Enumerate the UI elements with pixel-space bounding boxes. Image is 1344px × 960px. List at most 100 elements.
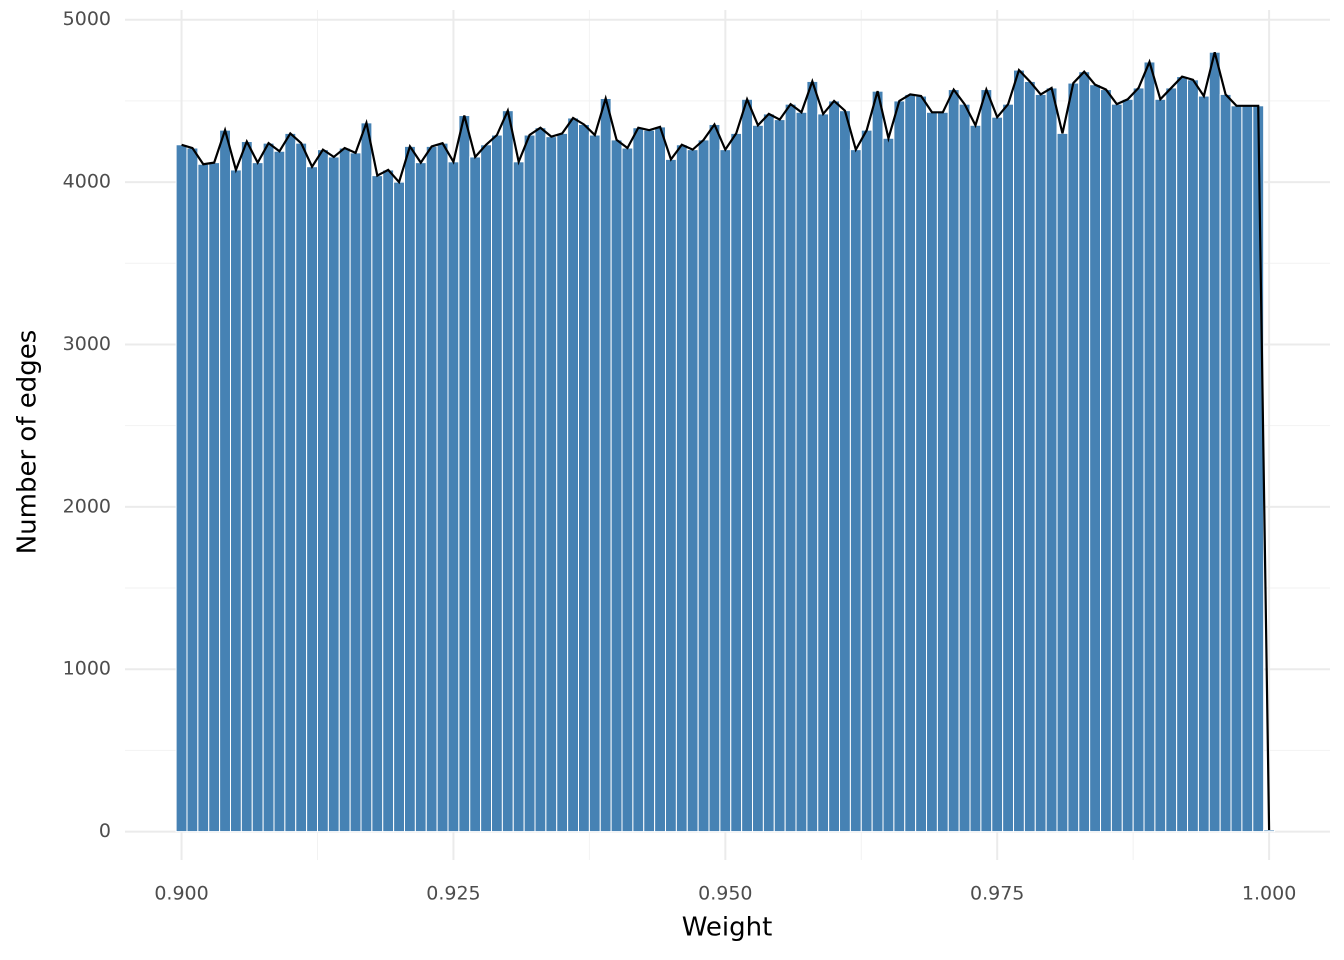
bar: [893, 100, 906, 833]
x-tick-label: 0.950: [698, 883, 752, 905]
bar: [795, 111, 808, 833]
bar: [512, 161, 525, 833]
bar: [316, 149, 329, 833]
bar: [958, 103, 971, 833]
bar: [262, 142, 275, 833]
bar: [708, 123, 721, 833]
bar: [1034, 93, 1047, 833]
bar: [936, 111, 949, 833]
y-tick-label: 1000: [63, 658, 111, 680]
bar: [501, 110, 514, 833]
bar: [425, 145, 438, 833]
bar: [219, 129, 231, 833]
bar: [208, 162, 221, 833]
bar: [1067, 82, 1080, 833]
bar: [980, 89, 993, 833]
bar: [1100, 89, 1112, 833]
bar: [197, 163, 210, 833]
bar: [762, 113, 775, 833]
bar: [1187, 79, 1199, 833]
x-tick-label: 0.975: [970, 883, 1024, 905]
bar: [175, 144, 188, 833]
bar: [327, 156, 340, 833]
bar: [599, 97, 612, 833]
bar: [991, 116, 1004, 833]
bar: [251, 162, 264, 833]
bar: [306, 166, 318, 833]
y-tick-label: 4000: [63, 171, 111, 193]
bar: [588, 134, 601, 833]
bar: [469, 156, 482, 833]
bar: [1110, 103, 1123, 833]
bar: [1045, 87, 1058, 833]
bar: [414, 162, 427, 833]
y-tick-label: 3000: [63, 333, 111, 355]
bar: [817, 113, 830, 833]
bar: [284, 132, 297, 833]
bar: [523, 134, 536, 833]
bar: [491, 134, 503, 833]
bar: [969, 124, 982, 833]
bar: [1089, 84, 1102, 833]
bar: [534, 127, 547, 833]
x-axis-label: Weight: [682, 913, 773, 943]
bar: [741, 98, 754, 833]
y-tick-label: 2000: [63, 495, 111, 517]
bar: [686, 149, 699, 833]
bar: [849, 149, 862, 833]
bar: [773, 119, 786, 833]
bar: [273, 150, 286, 833]
bar: [480, 144, 493, 833]
bar: [882, 137, 895, 833]
x-tick-label: 0.925: [426, 883, 480, 905]
bar: [1208, 51, 1221, 833]
bar: [403, 145, 416, 833]
bar: [730, 132, 743, 833]
bar: [447, 161, 460, 833]
bar: [371, 175, 384, 833]
bar: [632, 127, 645, 833]
bar: [578, 123, 590, 833]
bar: [1263, 829, 1276, 833]
bar: [186, 147, 199, 833]
bar: [1143, 61, 1156, 833]
line: [181, 51, 1271, 830]
bar: [1230, 105, 1243, 833]
bar: [295, 142, 308, 833]
bar: [904, 93, 917, 833]
bar: [947, 89, 960, 833]
bar: [1176, 76, 1189, 833]
bar: [436, 142, 449, 833]
x-tick-label: 0.900: [154, 883, 208, 905]
y-axis-label: Number of edges: [13, 330, 43, 555]
bar: [1078, 71, 1091, 833]
bar: [240, 141, 253, 833]
bar: [1013, 69, 1025, 833]
bar: [229, 169, 242, 833]
bar: [719, 149, 732, 833]
bar: [349, 152, 362, 833]
bar: [697, 139, 710, 833]
bar: [360, 122, 373, 833]
bar: [860, 129, 873, 833]
bar: [1056, 132, 1069, 833]
bar: [1197, 95, 1210, 833]
bar: [926, 111, 938, 833]
bar: [610, 139, 623, 833]
bar: [1023, 80, 1036, 833]
bar: [675, 144, 688, 833]
bar: [752, 124, 764, 833]
bar: [665, 158, 677, 833]
bar: [839, 110, 851, 833]
bar: [1121, 98, 1134, 833]
bar: [1002, 103, 1015, 833]
y-tick-label: 5000: [63, 8, 111, 30]
bar: [1154, 98, 1167, 833]
bar: [1219, 93, 1232, 833]
bar: [871, 90, 884, 833]
bar: [828, 100, 841, 833]
bar: [1252, 105, 1265, 833]
x-tick-label: 1.000: [1242, 883, 1296, 905]
bar: [806, 80, 819, 833]
